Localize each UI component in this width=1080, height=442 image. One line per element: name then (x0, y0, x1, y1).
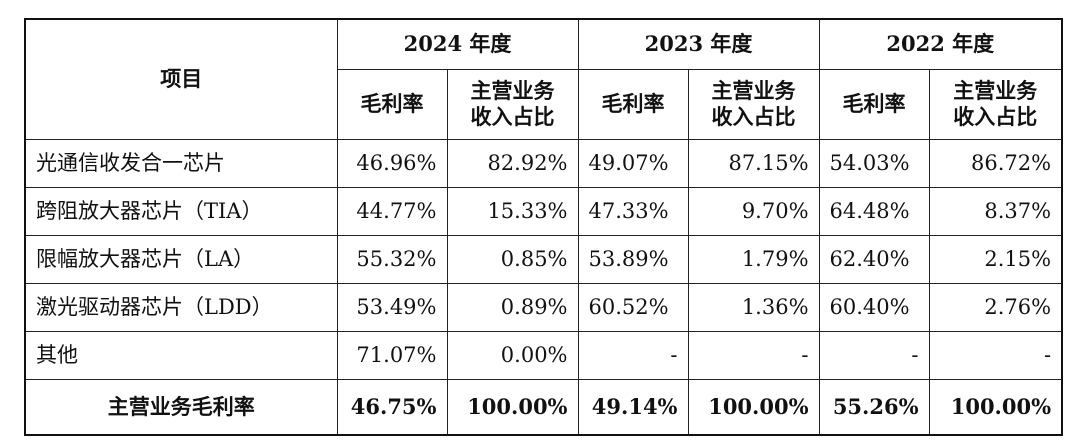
table-cell: 60.52% (577, 282, 689, 332)
table-cell: - (577, 330, 689, 380)
table-cell: 54.03% (818, 138, 930, 188)
total-cell: 55.26% (818, 378, 930, 436)
table-cell: 55.32% (336, 234, 448, 284)
total-cell: 100.00% (446, 378, 579, 436)
table-cell: 82.92% (446, 138, 579, 188)
revenue-share-header-line1: 主营业务 (711, 77, 796, 103)
table-cell: 9.70% (687, 186, 820, 236)
row-label: 激光驱动器芯片（LDD） (24, 282, 338, 332)
header-row-years: 项目 2024 年度 2023 年度 2022 年度 (24, 18, 1063, 140)
revenue-share-header: 主营业务 收入占比 (446, 68, 579, 140)
table-cell: 53.89% (577, 234, 689, 284)
total-cell: 100.00% (928, 378, 1063, 436)
table-cell: - (928, 330, 1063, 380)
total-row-label: 主营业务毛利率 (24, 378, 338, 436)
row-label: 跨阻放大器芯片（TIA） (24, 186, 338, 236)
revenue-share-header: 主营业务 收入占比 (928, 68, 1063, 140)
table-cell: 0.00% (446, 330, 579, 380)
table-cell: 8.37% (928, 186, 1063, 236)
revenue-share-header-line2: 收入占比 (953, 104, 1038, 129)
revenue-share-header-line2: 收入占比 (711, 104, 796, 129)
table-cell: 15.33% (446, 186, 579, 236)
table-cell: 47.33% (577, 186, 689, 236)
gross-margin-table: 项目 2024 年度 2023 年度 2022 年度 毛利率 主营业务 收入占比 … (24, 18, 1064, 436)
table-row: 其他 71.07% 0.00% - - - - (24, 330, 1063, 380)
table-row: 激光驱动器芯片（LDD） 53.49% 0.89% 60.52% 1.36% 6… (24, 282, 1063, 332)
table-cell: 64.48% (818, 186, 930, 236)
gross-margin-header: 毛利率 (818, 68, 930, 140)
table-cell: 49.07% (577, 138, 689, 188)
table-cell: 53.49% (336, 282, 448, 332)
row-label: 其他 (24, 330, 338, 380)
table-cell: 2.15% (928, 234, 1063, 284)
table-row: 光通信收发合一芯片 46.96% 82.92% 49.07% 87.15% 54… (24, 138, 1063, 188)
table-row: 跨阻放大器芯片（TIA） 44.77% 15.33% 47.33% 9.70% … (24, 186, 1063, 236)
table-cell: 62.40% (818, 234, 930, 284)
row-label: 光通信收发合一芯片 (24, 138, 338, 188)
year-header-2024: 2024 年度 (336, 18, 579, 70)
total-cell: 46.75% (336, 378, 448, 436)
gross-margin-header: 毛利率 (336, 68, 448, 140)
table-cell: 44.77% (336, 186, 448, 236)
revenue-share-header-line1: 主营业务 (470, 77, 555, 103)
total-cell: 49.14% (577, 378, 689, 436)
row-label: 限幅放大器芯片（LA） (24, 234, 338, 284)
table-row: 限幅放大器芯片（LA） 55.32% 0.85% 53.89% 1.79% 62… (24, 234, 1063, 284)
year-header-2023: 2023 年度 (577, 18, 820, 70)
table-cell: 2.76% (928, 282, 1063, 332)
item-header: 项目 (24, 18, 338, 140)
table-cell: - (687, 330, 820, 380)
table-cell: 87.15% (687, 138, 820, 188)
year-header-2022: 2022 年度 (818, 18, 1063, 70)
revenue-share-header: 主营业务 收入占比 (687, 68, 820, 140)
table-cell: 46.96% (336, 138, 448, 188)
header-row-metrics: 毛利率 主营业务 收入占比 毛利率 主营业务 收入占比 毛利率 主营业务 收入占比 (25, 68, 1063, 140)
total-cell: 100.00% (687, 378, 820, 436)
table-cell: 71.07% (336, 330, 448, 380)
table-cell: 1.36% (687, 282, 820, 332)
table-cell: 86.72% (928, 138, 1063, 188)
table-cell: - (818, 330, 930, 380)
total-row: 主营业务毛利率 46.75% 100.00% 49.14% 100.00% 55… (24, 378, 1063, 436)
table-cell: 0.89% (446, 282, 579, 332)
gross-margin-header: 毛利率 (577, 68, 689, 140)
table-cell: 60.40% (818, 282, 930, 332)
revenue-share-header-line1: 主营业务 (953, 77, 1038, 103)
table-cell: 1.79% (687, 234, 820, 284)
table-cell: 0.85% (446, 234, 579, 284)
revenue-share-header-line2: 收入占比 (470, 104, 555, 129)
